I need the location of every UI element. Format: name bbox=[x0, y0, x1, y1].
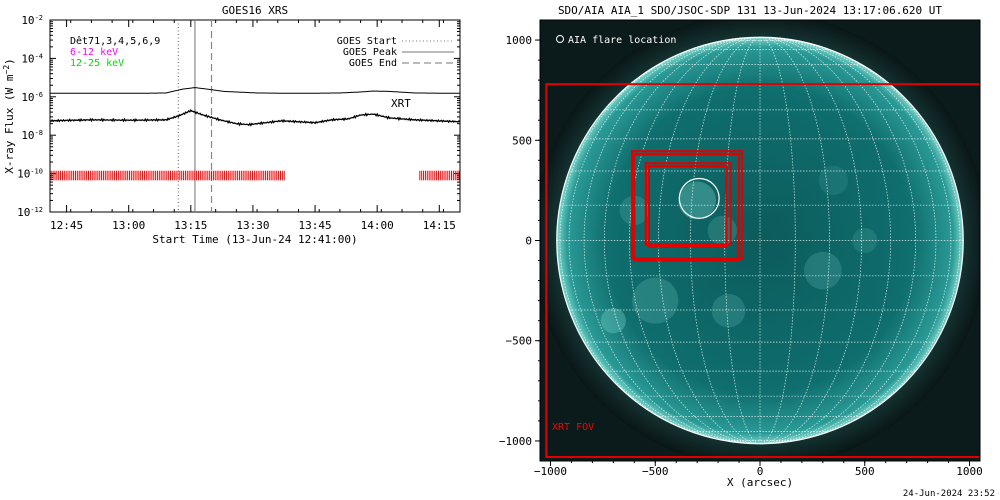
xrs-x-tick-label: 14:00 bbox=[361, 219, 394, 232]
heliographic-grid bbox=[556, 37, 964, 444]
xrs-y-axis-label: X-ray Flux (W m−2) bbox=[2, 58, 17, 174]
aia-x-axis: −1000 −500 0 500 1000 bbox=[534, 461, 983, 478]
goes-xrs-chart: GOES16 XRS 10-2 10-4 10-6 10-8 10-10 10-12 12… bbox=[2, 4, 461, 246]
xrs-y-tick-label: 10-4 bbox=[21, 52, 43, 65]
longitude-line bbox=[759, 37, 862, 444]
xrs-x-tick-label: 13:30 bbox=[236, 219, 269, 232]
xrs-series-group bbox=[49, 87, 461, 127]
longitude-line bbox=[629, 37, 761, 444]
aia-x-tick-label: 500 bbox=[855, 465, 875, 478]
xrs-series-short bbox=[49, 109, 461, 127]
longitude-line bbox=[583, 37, 761, 444]
aia-y-tick-label: −1000 bbox=[499, 435, 532, 448]
longitude-line bbox=[658, 37, 761, 444]
flare-legend-symbol bbox=[556, 35, 564, 43]
xrt-pointing-box bbox=[647, 165, 728, 248]
aia-flare-legend: AIA flare location bbox=[556, 35, 676, 46]
aia-x-tick-label: −500 bbox=[642, 465, 669, 478]
aia-x-tick-label: −1000 bbox=[534, 465, 567, 478]
active-region-blob bbox=[632, 277, 679, 324]
xrs-x-axis-label: Start Time (13-Jun-24 12:41:00) bbox=[152, 233, 357, 246]
xrt-pointing-box bbox=[631, 150, 744, 260]
longitude-line bbox=[759, 37, 796, 444]
xrs-x-tick-label: 13:15 bbox=[174, 219, 207, 232]
xrt-fov-label: XRT FOV bbox=[552, 422, 594, 433]
xrs-y-axis: 10-2 10-4 10-6 10-8 10-10 10-12 bbox=[17, 14, 460, 219]
aia-y-tick-label: 1000 bbox=[506, 34, 533, 47]
xrs-info-line: 6-12 keV bbox=[70, 47, 118, 58]
xrs-legend-label: GOES Peak bbox=[343, 47, 397, 58]
active-region-blob bbox=[818, 165, 848, 196]
aia-y-tick-label: −500 bbox=[506, 335, 533, 348]
aia-y-tick-label: 500 bbox=[512, 134, 532, 147]
xrs-info-line: Dêt71,3,4,5,6,9 bbox=[70, 35, 160, 47]
xrs-info-line: 12-25 keV bbox=[70, 58, 124, 69]
longitude-line bbox=[759, 37, 917, 444]
xrs-y-tick-label: 10-10 bbox=[17, 168, 43, 181]
xrs-y-tick-label: 10-12 bbox=[17, 206, 43, 219]
aia-image-chart: SDO/AIA AIA_1 SDO/JSOC-SDP 131 13-Jun-20… bbox=[499, 4, 983, 489]
active-region-blob bbox=[711, 293, 746, 328]
xrs-legend-label: GOES Start bbox=[337, 36, 397, 47]
xrs-x-tick-label: 13:45 bbox=[298, 219, 331, 232]
aia-x-axis-label: X (arcsec) bbox=[727, 476, 793, 489]
xrs-y-tick-label: 10-6 bbox=[21, 91, 43, 104]
aia-x-tick-label: 1000 bbox=[956, 465, 983, 478]
aia-flare-location-circle bbox=[678, 177, 720, 219]
footer-timestamp: 24-Jun-2024 23:52 bbox=[903, 489, 995, 499]
xrs-x-axis: 12:45 13:00 13:15 13:30 13:45 14:00 14:15 bbox=[49, 20, 456, 232]
xrs-x-tick-label: 14:15 bbox=[423, 219, 456, 232]
longitude-line bbox=[759, 37, 952, 444]
longitude-line bbox=[568, 37, 761, 444]
active-region-blob bbox=[600, 308, 626, 334]
aia-x-tick-label: 0 bbox=[757, 465, 764, 478]
active-region-blob bbox=[678, 181, 717, 220]
xrs-x-tick-label: 12:45 bbox=[50, 219, 83, 232]
xrt-pointing-boxes bbox=[631, 150, 744, 262]
longitude-line bbox=[759, 37, 961, 444]
xrs-plot-frame bbox=[49, 19, 461, 213]
solar-disk bbox=[556, 37, 964, 444]
longitude-line bbox=[559, 37, 761, 444]
longitude-line bbox=[724, 37, 761, 444]
xrs-series-long bbox=[50, 87, 460, 94]
longitude-line bbox=[759, 37, 937, 444]
active-region-blob bbox=[852, 227, 878, 254]
longitude-line bbox=[759, 37, 891, 444]
xrs-chart-title: GOES16 XRS bbox=[222, 4, 288, 17]
xrs-y-tick-label: 10-8 bbox=[21, 129, 43, 142]
xrt-pointing-box bbox=[633, 153, 741, 262]
aia-y-tick-label: 0 bbox=[525, 235, 532, 248]
xrt-fov-box bbox=[545, 83, 980, 458]
xrt-pointing-box bbox=[644, 162, 732, 246]
xrs-x-tick-label: 13:00 bbox=[112, 219, 145, 232]
aia-chart-title: SDO/AIA AIA_1 SDO/JSOC-SDP 131 13-Jun-20… bbox=[558, 4, 942, 17]
xrs-observation-bars bbox=[50, 170, 460, 181]
xrs-legend-label: GOES End bbox=[349, 58, 397, 69]
solar-limb bbox=[556, 36, 964, 445]
longitude-line bbox=[603, 37, 761, 444]
active-region-blob bbox=[804, 251, 842, 290]
xrs-y-tick-label: 10-2 bbox=[21, 14, 43, 27]
xrt-annotation: XRT bbox=[391, 97, 411, 110]
solar-disk-texture bbox=[600, 165, 878, 334]
aia-y-axis: 1000 500 0 −500 −1000 bbox=[499, 34, 540, 448]
flare-legend-label: AIA flare location bbox=[568, 35, 676, 46]
